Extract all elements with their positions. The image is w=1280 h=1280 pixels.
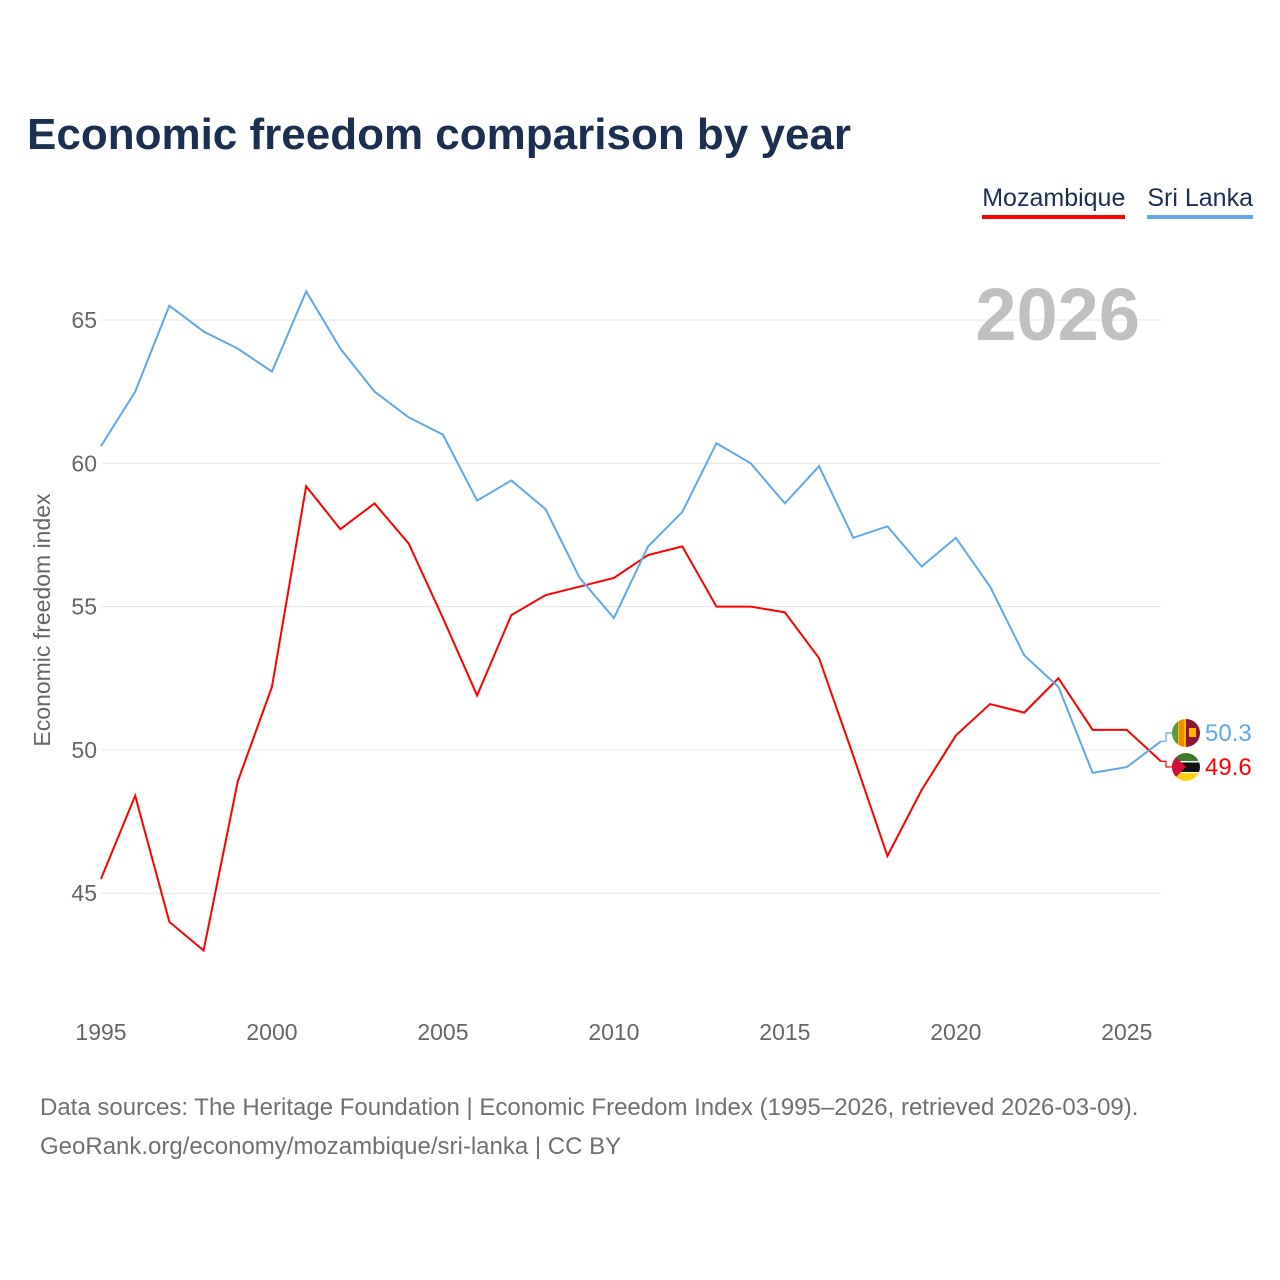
year-watermark: 2026 (975, 273, 1140, 356)
series-line-sri-lanka (100, 289, 1162, 774)
y-tick-label: 60 (71, 450, 97, 476)
source-line-2: GeoRank.org/economy/mozambique/sri-lanka… (40, 1133, 622, 1160)
chart-title: Economic freedom comparison by year (27, 110, 852, 159)
legend: Mozambique Sri Lanka (982, 184, 1253, 219)
x-tick-label: 2025 (1101, 1019, 1152, 1045)
y-tick-label: 45 (71, 880, 97, 906)
sri-lanka-flag-icon (1172, 719, 1200, 747)
series-line-mozambique (100, 483, 1162, 953)
source-line-1: Data sources: The Heritage Foundation | … (40, 1094, 1139, 1121)
mozambique-flag-icon (1172, 753, 1200, 781)
end-connector (1161, 760, 1172, 768)
mozambique-end-label: 49.6 (1205, 754, 1252, 781)
y-tick-label: 50 (71, 737, 97, 763)
x-tick-label: 2005 (417, 1019, 468, 1045)
legend-item-sri-lanka[interactable]: Sri Lanka (1147, 184, 1253, 219)
source-note: Data sources: The Heritage Foundation | … (40, 1088, 1138, 1166)
y-tick-label: 55 (71, 594, 97, 620)
x-tick-label: 2020 (930, 1019, 981, 1045)
sri-lanka-end-label: 50.3 (1205, 720, 1252, 747)
x-tick-label: 2010 (588, 1019, 639, 1045)
y-tick-label: 65 (71, 307, 97, 333)
y-axis-label: Economic freedom index (29, 493, 55, 747)
legend-item-mozambique[interactable]: Mozambique (982, 184, 1126, 219)
x-tick-label: 2015 (759, 1019, 810, 1045)
x-tick-label: 1995 (75, 1019, 126, 1045)
end-connector (1161, 732, 1172, 742)
x-tick-label: 2000 (246, 1019, 297, 1045)
